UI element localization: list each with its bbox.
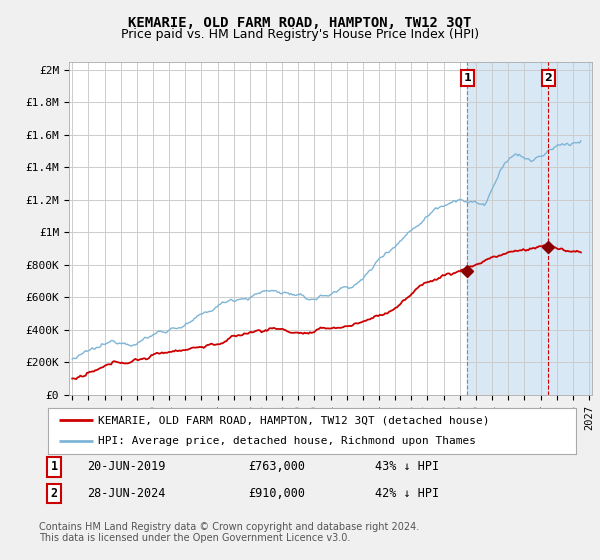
- Text: KEMARIE, OLD FARM ROAD, HAMPTON, TW12 3QT: KEMARIE, OLD FARM ROAD, HAMPTON, TW12 3Q…: [128, 16, 472, 30]
- Text: KEMARIE, OLD FARM ROAD, HAMPTON, TW12 3QT (detached house): KEMARIE, OLD FARM ROAD, HAMPTON, TW12 3Q…: [98, 415, 490, 425]
- Text: This data is licensed under the Open Government Licence v3.0.: This data is licensed under the Open Gov…: [39, 533, 350, 543]
- Text: 1: 1: [463, 73, 471, 83]
- Text: £763,000: £763,000: [248, 460, 305, 473]
- Text: 1: 1: [51, 460, 58, 473]
- Bar: [467, 62, 592, 395]
- Text: Contains HM Land Registry data © Crown copyright and database right 2024.: Contains HM Land Registry data © Crown c…: [39, 522, 419, 532]
- Text: 20-JUN-2019: 20-JUN-2019: [88, 460, 166, 473]
- Text: Price paid vs. HM Land Registry's House Price Index (HPI): Price paid vs. HM Land Registry's House …: [121, 28, 479, 41]
- Text: 2: 2: [545, 73, 553, 83]
- Text: HPI: Average price, detached house, Richmond upon Thames: HPI: Average price, detached house, Rich…: [98, 436, 476, 446]
- Text: 2: 2: [51, 487, 58, 500]
- Text: 42% ↓ HPI: 42% ↓ HPI: [376, 487, 439, 500]
- Text: 28-JUN-2024: 28-JUN-2024: [88, 487, 166, 500]
- Text: 43% ↓ HPI: 43% ↓ HPI: [376, 460, 439, 473]
- Text: £910,000: £910,000: [248, 487, 305, 500]
